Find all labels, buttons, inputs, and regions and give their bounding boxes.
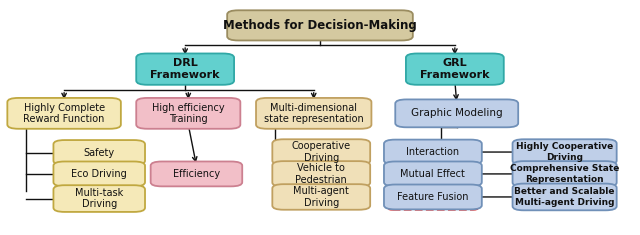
Text: Comprehensive State
Representation: Comprehensive State Representation bbox=[510, 164, 620, 184]
FancyBboxPatch shape bbox=[273, 139, 370, 165]
Text: Mutual Effect: Mutual Effect bbox=[401, 169, 465, 179]
FancyBboxPatch shape bbox=[273, 161, 370, 187]
Text: Graphic Modeling: Graphic Modeling bbox=[411, 108, 502, 118]
Text: Eco Driving: Eco Driving bbox=[71, 169, 127, 179]
Text: Methods for Decision-Making: Methods for Decision-Making bbox=[223, 19, 417, 32]
FancyBboxPatch shape bbox=[54, 140, 145, 165]
FancyBboxPatch shape bbox=[406, 54, 504, 85]
FancyBboxPatch shape bbox=[513, 161, 617, 187]
Text: High efficiency
Training: High efficiency Training bbox=[152, 102, 225, 124]
FancyBboxPatch shape bbox=[54, 185, 145, 212]
FancyBboxPatch shape bbox=[150, 161, 242, 186]
Text: DRL
Framework: DRL Framework bbox=[150, 58, 220, 80]
FancyBboxPatch shape bbox=[273, 184, 370, 210]
FancyBboxPatch shape bbox=[396, 99, 518, 127]
Text: Multi-task
Driving: Multi-task Driving bbox=[75, 188, 124, 209]
Text: Highly Cooperative
Driving: Highly Cooperative Driving bbox=[516, 142, 613, 162]
FancyBboxPatch shape bbox=[256, 98, 371, 129]
Text: Multi-agent
Driving: Multi-agent Driving bbox=[293, 186, 349, 208]
FancyBboxPatch shape bbox=[513, 184, 617, 210]
FancyBboxPatch shape bbox=[136, 54, 234, 85]
FancyBboxPatch shape bbox=[384, 161, 482, 186]
Text: Interaction: Interaction bbox=[406, 147, 460, 157]
FancyBboxPatch shape bbox=[136, 98, 241, 129]
FancyBboxPatch shape bbox=[384, 140, 482, 164]
Text: Better and Scalable
Multi-agent Driving: Better and Scalable Multi-agent Driving bbox=[515, 187, 615, 207]
FancyBboxPatch shape bbox=[513, 139, 617, 165]
Text: Safety: Safety bbox=[84, 148, 115, 157]
FancyBboxPatch shape bbox=[384, 184, 482, 209]
FancyBboxPatch shape bbox=[7, 98, 121, 129]
Text: Multi-dimensional
state representation: Multi-dimensional state representation bbox=[264, 102, 364, 124]
Text: Vehicle to
Pedestrian: Vehicle to Pedestrian bbox=[296, 163, 347, 185]
Text: GRL
Framework: GRL Framework bbox=[420, 58, 490, 80]
Text: Efficiency: Efficiency bbox=[173, 169, 220, 179]
FancyBboxPatch shape bbox=[54, 161, 145, 186]
Text: Feature Fusion: Feature Fusion bbox=[397, 192, 468, 202]
Text: Cooperative
Driving: Cooperative Driving bbox=[292, 141, 351, 163]
Text: Highly Complete
Reward Function: Highly Complete Reward Function bbox=[24, 102, 105, 124]
FancyBboxPatch shape bbox=[227, 10, 413, 40]
